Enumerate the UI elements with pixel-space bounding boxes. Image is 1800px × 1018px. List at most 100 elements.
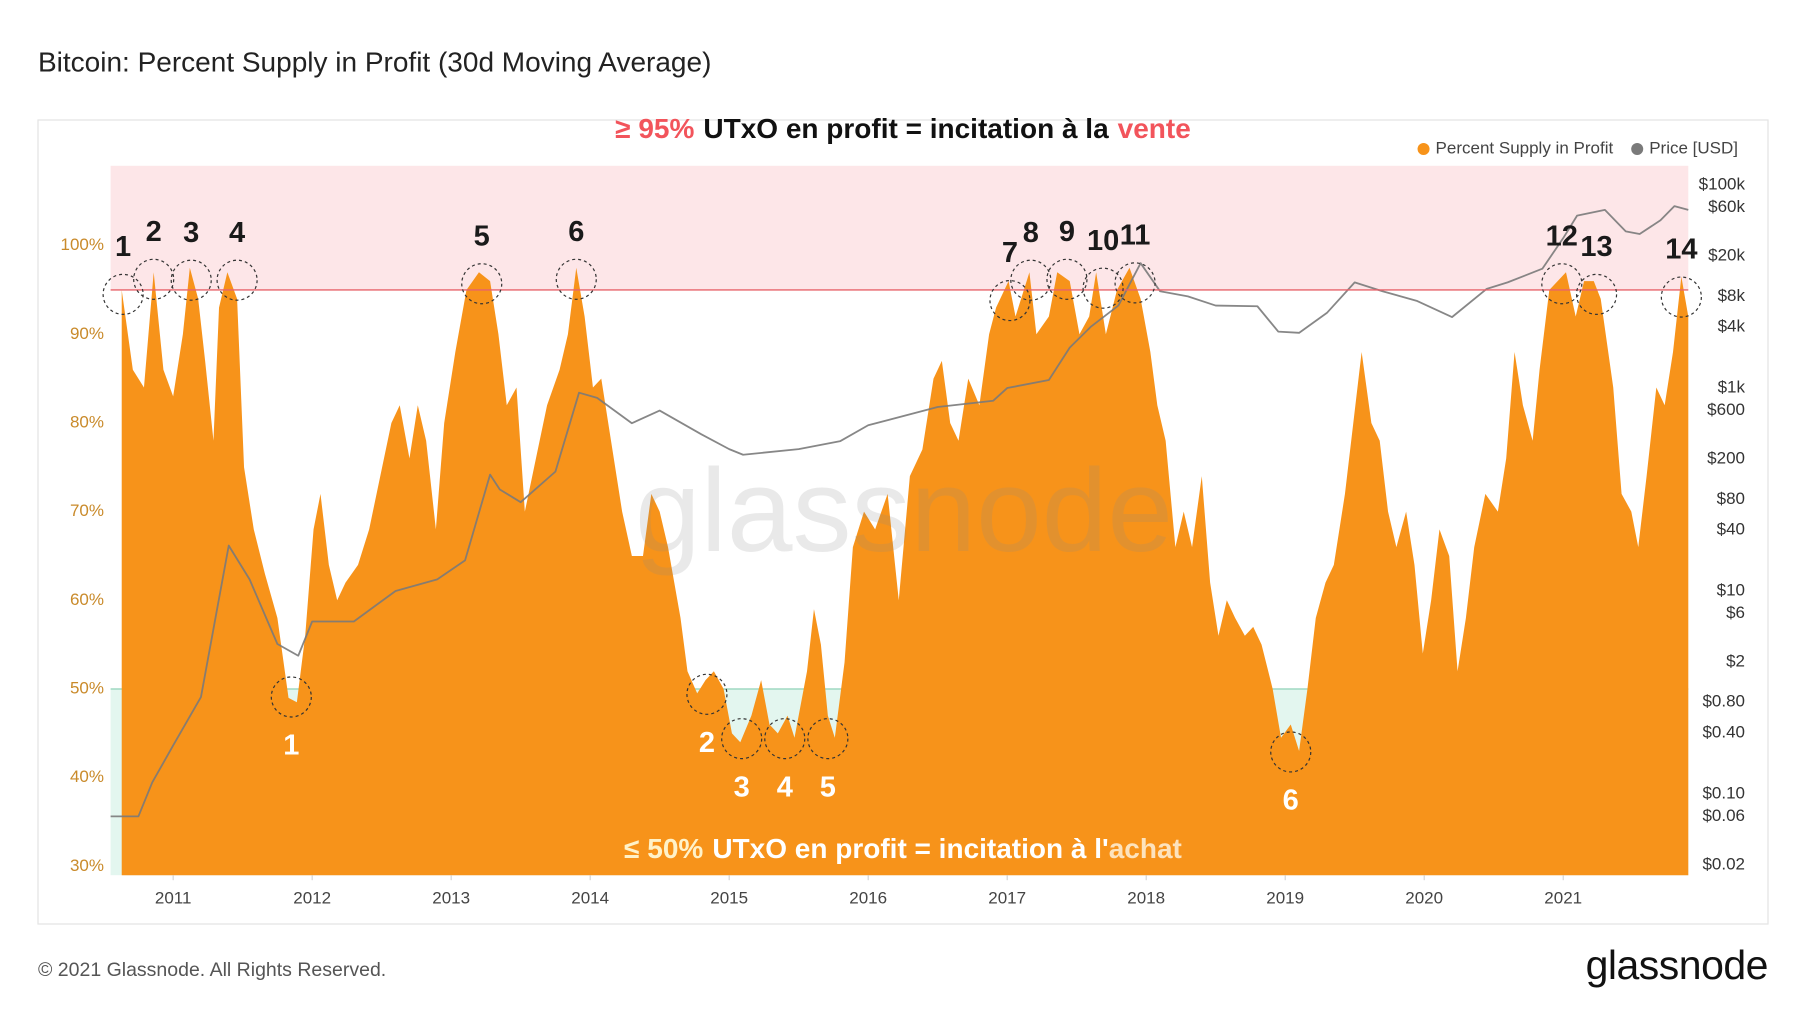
x-tick-label: 2017 — [988, 889, 1026, 908]
buy-text-part: UTxO en profit = incitation à l' — [712, 833, 1108, 864]
top-circle — [1660, 276, 1702, 318]
x-tick-label: 2020 — [1405, 889, 1443, 908]
y2-tick-label: $80 — [1717, 489, 1745, 508]
bottom-label: 5 — [820, 771, 836, 803]
top-label: 10 — [1087, 225, 1119, 257]
top-circle — [133, 258, 175, 300]
bottom-circle — [686, 673, 728, 715]
y-tick-label: 60% — [70, 590, 104, 609]
x-tick-label: 2013 — [432, 889, 470, 908]
legend-label: Percent Supply in Profit — [1436, 138, 1614, 157]
y-tick-label: 70% — [70, 501, 104, 520]
top-circle — [1046, 258, 1088, 300]
x-tick-label: 2018 — [1127, 889, 1165, 908]
top-label: 13 — [1580, 231, 1612, 263]
legend-swatch — [1417, 143, 1430, 155]
y-tick-label: 40% — [70, 767, 104, 786]
y-tick-label: 100% — [61, 235, 104, 254]
top-label: 14 — [1665, 234, 1697, 266]
top-label: 1 — [115, 231, 131, 263]
legend: Price [USD] Percent Supply in Profit — [1417, 138, 1738, 157]
y2-tick-label: $8k — [1718, 286, 1746, 305]
bottom-circle — [807, 718, 849, 760]
top-circle — [1114, 262, 1156, 304]
y2-tick-label: $2 — [1726, 651, 1745, 670]
top-label: 7 — [1002, 237, 1018, 269]
y2-tick-label: $20k — [1708, 246, 1745, 265]
bottom-label: 4 — [777, 771, 793, 803]
x-tick-label: 2015 — [710, 889, 748, 908]
top-circle — [1010, 259, 1052, 301]
y-tick-label: 50% — [70, 678, 104, 697]
top-label: 5 — [474, 220, 490, 252]
bottom-circle — [721, 718, 763, 760]
y2-tick-label: $6 — [1726, 603, 1745, 622]
bottom-circle — [764, 718, 806, 760]
y2-tick-label: $1k — [1718, 378, 1746, 397]
logo: glassnode — [1586, 942, 1768, 988]
top-circle — [1082, 267, 1124, 309]
plot: glassnode — [110, 205, 1689, 876]
top-circle — [555, 258, 597, 300]
buy-text-part: achat — [1109, 833, 1182, 864]
chart-title: Bitcoin: Percent Supply in Profit (30d M… — [38, 46, 711, 77]
x-tick-label: 2012 — [293, 889, 331, 908]
x-tick-label: 2016 — [849, 889, 887, 908]
y2-tick-label: $0.06 — [1702, 806, 1745, 825]
sell-text: ≥ 95% UTxO en profit = incitation à la ven… — [615, 113, 1191, 144]
legend-label: Price [USD] — [1649, 138, 1738, 157]
x-tick-label: 2014 — [571, 889, 609, 908]
watermark: glassnode — [635, 445, 1173, 577]
sell-text-part: ≥ 95% — [615, 113, 694, 144]
y2-tick-label: $100k — [1699, 175, 1746, 194]
top-label: 4 — [229, 217, 245, 249]
top-circle — [170, 259, 212, 301]
y2-tick-label: $60k — [1708, 197, 1745, 216]
y2-tick-label: $0.80 — [1702, 692, 1745, 711]
top-circle — [216, 259, 258, 301]
y-tick-label: 90% — [70, 324, 104, 343]
y2-tick-label: $10 — [1717, 580, 1745, 599]
y2-tick-label: $4k — [1718, 316, 1746, 335]
top-label: 9 — [1059, 216, 1075, 248]
top-label: 3 — [183, 217, 199, 249]
top-label: 11 — [1120, 220, 1151, 252]
y2-tick-label: $200 — [1707, 448, 1745, 467]
legend-swatch — [1631, 143, 1644, 155]
y2-tick-label: $0.40 — [1702, 722, 1745, 741]
y-tick-label: 80% — [70, 412, 104, 431]
bottom-label: 6 — [1283, 785, 1299, 817]
top-label: 6 — [568, 216, 584, 248]
top-label: 2 — [146, 216, 162, 248]
top-circle — [1541, 263, 1583, 305]
top-label: 8 — [1023, 217, 1039, 249]
bottom-circle — [1270, 731, 1312, 773]
y2-tick-label: $40 — [1717, 519, 1745, 538]
top-label: 12 — [1546, 220, 1578, 252]
x-tick-label: 2011 — [155, 889, 192, 908]
price-line — [110, 205, 1689, 818]
buy-text: ≤ 50% UTxO en profit = incitation à l'ach… — [624, 833, 1182, 864]
x-tick-label: 2019 — [1266, 889, 1304, 908]
bottom-label: 1 — [283, 730, 299, 762]
sell-zone — [110, 165, 1689, 290]
axes: 2011 2012 2013 2014 2015 2016 2017 2018 2019 2020… — [61, 138, 1746, 907]
x-tick-label: 2021 — [1544, 889, 1582, 908]
buy-text-part: ≤ 50% — [624, 833, 703, 864]
copyright: © 2021 Glassnode. All Rights Reserved. — [38, 959, 386, 981]
y-tick-label: 30% — [70, 856, 104, 875]
top-circle — [102, 273, 144, 315]
y2-tick-label: $600 — [1707, 400, 1745, 419]
top-circle — [461, 263, 503, 305]
top-circle — [1575, 273, 1618, 315]
y2-tick-label: $0.02 — [1702, 854, 1745, 873]
area — [121, 267, 1689, 876]
sell-text-part: vente — [1118, 113, 1191, 144]
bottom-circle — [270, 676, 312, 718]
y2-tick-label: $0.10 — [1702, 783, 1745, 802]
bottom-label: 2 — [699, 727, 715, 759]
sell-text-part: UTxO en profit = incitation à la — [703, 113, 1109, 144]
annotations: ≥ 95% UTxO en profit = incitation à la ven… — [102, 113, 1702, 864]
